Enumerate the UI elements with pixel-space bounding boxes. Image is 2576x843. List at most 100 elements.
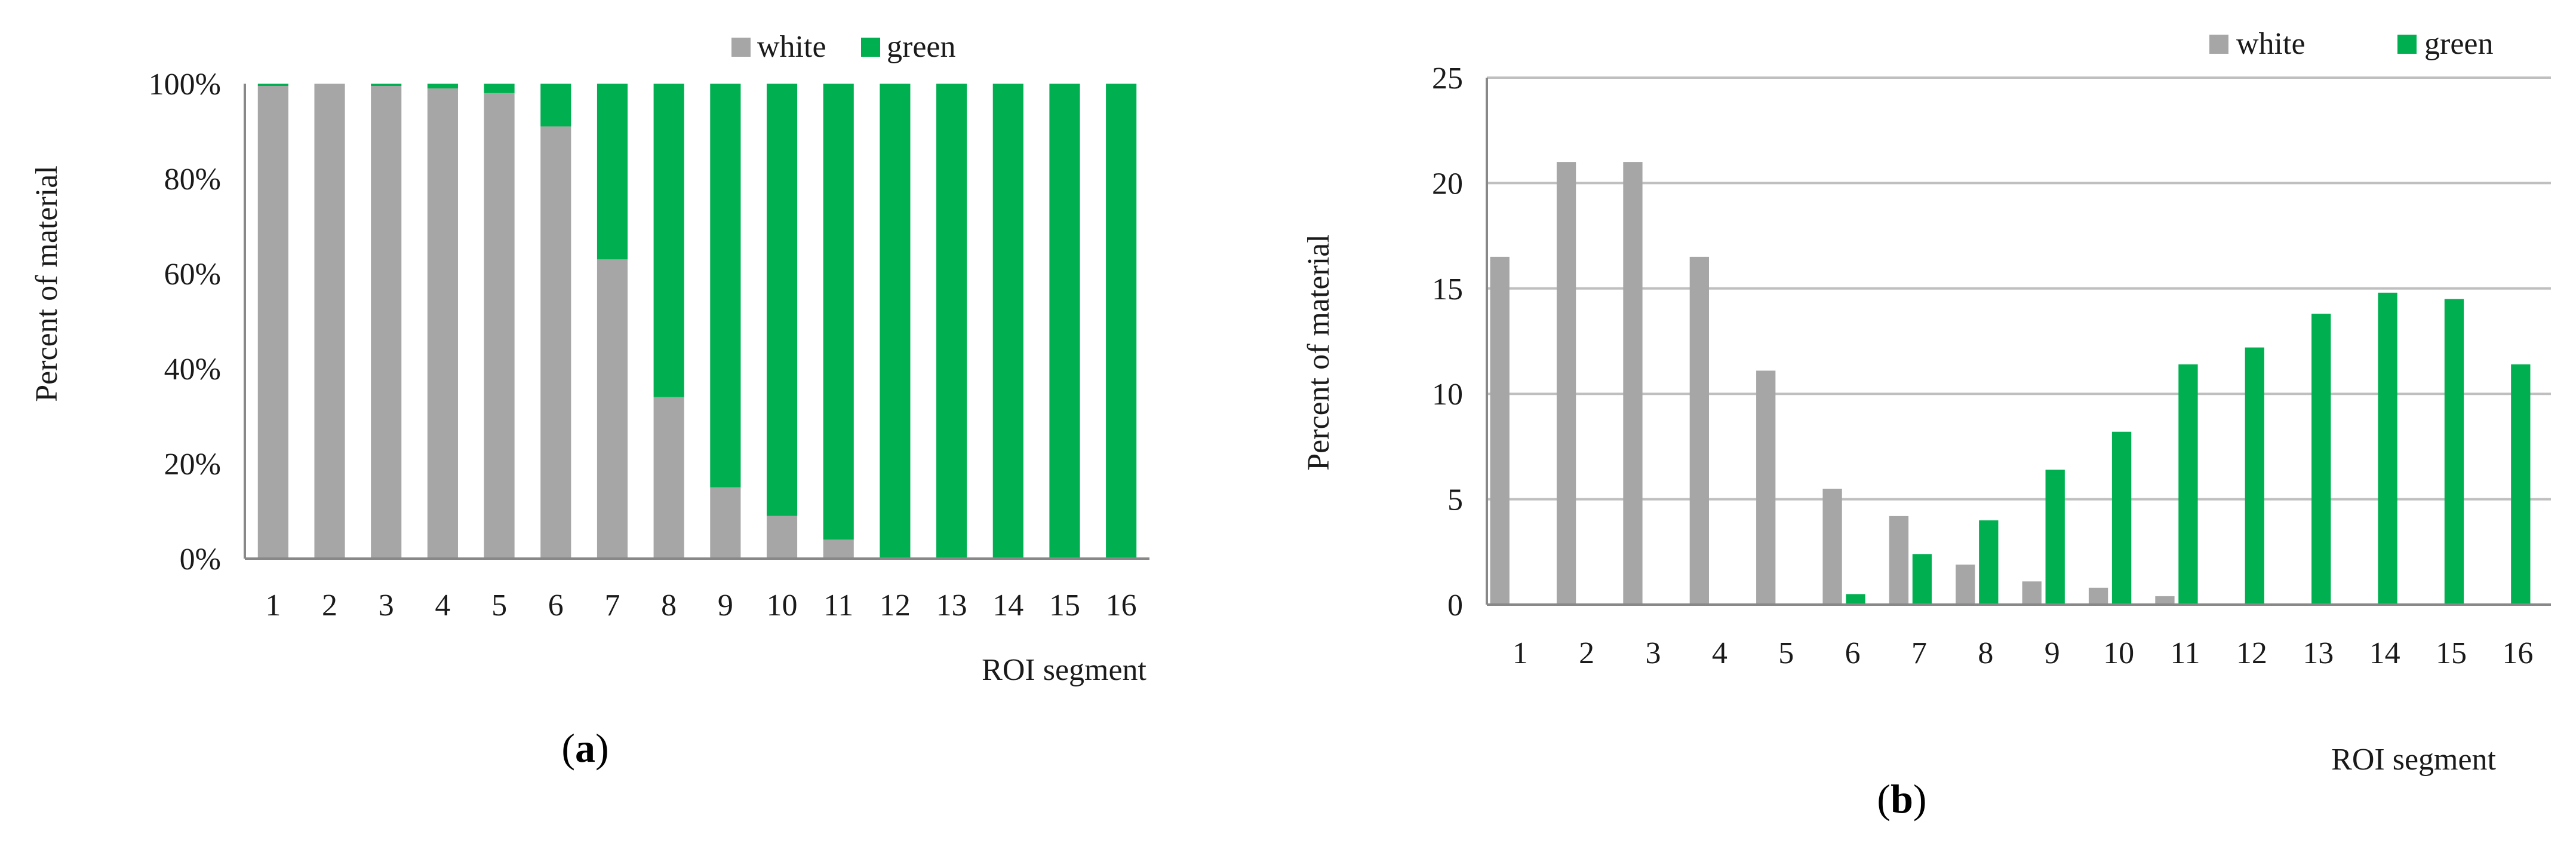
- panel-label-a: (a): [561, 725, 608, 771]
- bar-green-a-4: [427, 84, 458, 88]
- bar-green-b-13: [2311, 314, 2331, 605]
- x-tick-label-b: 15: [2436, 636, 2467, 670]
- legend-b: white green: [2209, 27, 2493, 61]
- bar-green-b-14: [2378, 292, 2397, 605]
- bar-green-a-14: [992, 84, 1023, 559]
- y-tick-labels-a: 0% 20% 40% 60% 80% 100%: [149, 68, 221, 577]
- bar-green-a-12: [880, 84, 911, 559]
- legend-swatch-green-b: [2397, 35, 2417, 54]
- bar-white-a-9: [710, 487, 741, 559]
- bar-white-b-11: [2155, 596, 2175, 605]
- y-tick-label-b: 20: [1432, 167, 1463, 201]
- x-tick-label-a: 12: [880, 588, 911, 623]
- bar-white-a-5: [484, 93, 515, 559]
- x-tick-label-b: 2: [1579, 636, 1594, 670]
- bar-white-a-3: [371, 85, 402, 559]
- bar-green-a-3: [371, 84, 402, 86]
- x-tick-label-a: 13: [936, 588, 967, 623]
- x-tick-label-a: 9: [718, 588, 733, 623]
- bar-green-a-7: [597, 84, 628, 260]
- x-tick-label-b: 13: [2303, 636, 2334, 670]
- bar-green-a-8: [653, 84, 684, 397]
- legend-label-green-b: green: [2424, 27, 2493, 61]
- x-tick-label-a: 11: [823, 588, 853, 623]
- x-tick-label-b: 1: [1513, 636, 1528, 670]
- y-tick-label-a: 40%: [164, 352, 221, 387]
- grid-b: [1487, 76, 2551, 501]
- x-tick-labels-b: 1 2 3 4 5 6 7 8 9 10 11 12 13 14 15 16: [1513, 636, 2534, 670]
- bar-white-a-6: [540, 126, 571, 559]
- bar-white-b-3: [1623, 162, 1643, 605]
- x-tick-label-a: 7: [604, 588, 620, 623]
- x-tick-label-b: 3: [1645, 636, 1661, 670]
- axes-a: [244, 84, 1149, 560]
- axes-b: [1486, 78, 2551, 606]
- x-tick-label-b: 14: [2369, 636, 2400, 670]
- bar-white-b-2: [1556, 162, 1576, 605]
- bar-white-b-8: [1956, 564, 1975, 605]
- y-tick-label-b: 5: [1447, 483, 1463, 517]
- y-tick-label-a: 0%: [180, 542, 221, 577]
- x-tick-label-a: 16: [1106, 588, 1137, 623]
- x-axis-title-a: ROI segment: [982, 653, 1146, 687]
- x-tick-label-a: 5: [491, 588, 507, 623]
- x-tick-label-a: 4: [435, 588, 450, 623]
- y-tick-label-b: 15: [1432, 272, 1463, 306]
- bar-green-b-11: [2178, 364, 2198, 605]
- legend-label-white-b: white: [2236, 27, 2306, 61]
- bar-green-b-8: [1979, 520, 1999, 605]
- legend-swatch-white-b: [2209, 35, 2228, 54]
- y-tick-label-b: 10: [1432, 378, 1463, 412]
- bar-green-a-10: [766, 84, 798, 516]
- y-tick-label-b: 0: [1447, 588, 1463, 623]
- legend-a: white green: [731, 30, 955, 64]
- bar-green-a-16: [1106, 84, 1137, 559]
- x-tick-label-b: 7: [1911, 636, 1927, 670]
- bar-white-b-7: [1889, 516, 1909, 605]
- bar-white-a-10: [766, 516, 798, 559]
- bar-white-b-1: [1490, 256, 1510, 605]
- bar-green-b-15: [2444, 299, 2464, 605]
- y-tick-label-a: 20%: [164, 447, 221, 482]
- bar-green-b-9: [2045, 470, 2065, 605]
- x-tick-label-a: 10: [767, 588, 798, 623]
- bar-green-b-6: [1846, 594, 1865, 605]
- bar-white-a-1: [257, 85, 288, 559]
- x-tick-label-b: 16: [2502, 636, 2533, 670]
- bar-white-a-4: [427, 88, 458, 559]
- x-tick-label-b: 9: [2045, 636, 2060, 670]
- bar-green-a-11: [823, 84, 854, 540]
- x-tick-label-b: 10: [2103, 636, 2134, 670]
- bar-white-a-11: [823, 539, 854, 559]
- bar-white-b-10: [2088, 587, 2108, 605]
- chart-a: 0%20%40%60%80%100% 1 2 3 4 5 6 7 8 9 10 11 12 13 14 15…: [30, 30, 1149, 771]
- y-tick-labels-b: 0 5 10 15 20 25: [1432, 62, 1463, 623]
- y-tick-label-a: 100%: [149, 68, 221, 102]
- x-tick-label-a: 6: [548, 588, 564, 623]
- legend-label-green-a: green: [887, 30, 955, 64]
- x-tick-label-a: 1: [265, 588, 281, 623]
- bar-green-a-13: [936, 84, 967, 559]
- bar-green-a-15: [1049, 84, 1080, 559]
- bars-b: [1490, 162, 2531, 605]
- bar-green-a-5: [484, 84, 515, 93]
- bar-white-a-7: [597, 259, 628, 559]
- y-tick-label-a: 80%: [164, 163, 221, 197]
- x-tick-label-a: 3: [379, 588, 394, 623]
- x-tick-label-a: 2: [322, 588, 337, 623]
- bar-green-a-9: [710, 84, 741, 488]
- y-tick-label-a: 60%: [164, 258, 221, 292]
- x-tick-label-b: 11: [2170, 636, 2200, 670]
- bar-green-b-7: [1912, 554, 1932, 605]
- x-axis-title-b: ROI segment: [2331, 743, 2496, 777]
- panel-label-b: (b): [1877, 776, 1926, 821]
- bar-white-a-8: [653, 397, 684, 559]
- x-tick-label-a: 8: [661, 588, 677, 623]
- x-tick-label-b: 12: [2236, 636, 2267, 670]
- bar-green-a-1: [257, 84, 288, 86]
- bar-white-b-5: [1756, 370, 1776, 605]
- bar-green-b-16: [2511, 364, 2531, 605]
- x-tick-label-b: 4: [1712, 636, 1727, 670]
- bar-green-a-6: [540, 84, 571, 127]
